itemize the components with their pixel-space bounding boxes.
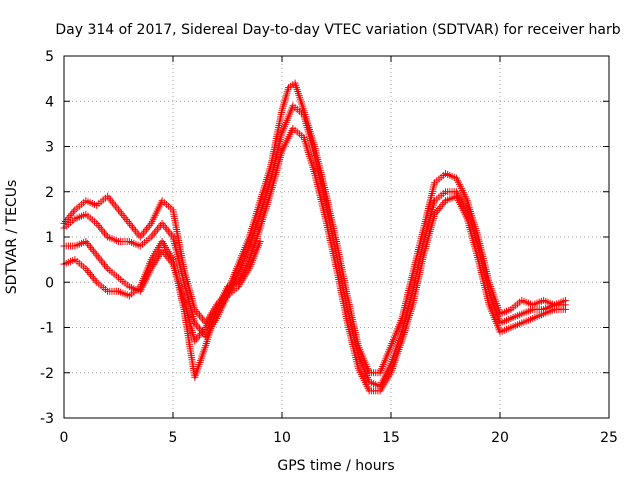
data-point xyxy=(438,201,446,209)
data-point xyxy=(150,229,158,237)
data-point xyxy=(65,214,73,222)
y-tick-label: -2 xyxy=(40,366,54,382)
data-point xyxy=(144,223,152,231)
data-point xyxy=(194,309,202,317)
y-tick-label: -1 xyxy=(40,321,54,337)
data-point xyxy=(108,198,116,206)
y-tick-label: 3 xyxy=(45,140,54,156)
data-point xyxy=(136,233,144,241)
series-satellite-track-2 xyxy=(60,102,569,390)
data-point xyxy=(143,225,151,233)
y-tick-label: 1 xyxy=(45,230,54,246)
data-point xyxy=(105,194,113,202)
data-point xyxy=(141,227,149,235)
data-point xyxy=(161,223,169,231)
data-point xyxy=(96,255,104,263)
data-point xyxy=(561,305,569,313)
data-point xyxy=(125,219,133,227)
data-point xyxy=(122,216,130,224)
data-point xyxy=(100,261,108,269)
y-tick-label: 4 xyxy=(45,94,54,110)
x-tick-label: 10 xyxy=(273,430,291,446)
data-point xyxy=(115,206,122,214)
series-satellite-track-3 xyxy=(60,124,569,395)
y-tick-label: -3 xyxy=(40,411,54,427)
data-point xyxy=(111,202,119,210)
data-point xyxy=(83,239,91,247)
data-point xyxy=(94,221,102,229)
data-point xyxy=(90,247,98,255)
data-point xyxy=(91,276,99,284)
data-point xyxy=(69,208,77,216)
series-satellite-track-4 xyxy=(60,238,264,381)
data-point xyxy=(90,274,98,282)
data-point xyxy=(83,267,91,275)
data-point xyxy=(152,227,160,235)
tick-layer: 0 5 10 15 20 25 -3 -2 -1 0 1 2 3 4 5 xyxy=(40,49,618,446)
data-point xyxy=(133,229,141,237)
x-axis-label: GPS time / hours xyxy=(277,458,394,474)
data-point xyxy=(256,238,264,246)
data-point xyxy=(121,214,129,222)
series-satellite-track-1 xyxy=(60,79,569,377)
data-point xyxy=(437,203,445,211)
data-point xyxy=(197,313,205,321)
y-axis-label: SDTVAR / TECUs xyxy=(4,180,20,295)
data-point xyxy=(99,227,107,235)
x-tick-label: 0 xyxy=(60,430,69,446)
data-point xyxy=(195,311,203,319)
data-point xyxy=(91,249,99,257)
data-point xyxy=(68,210,76,218)
data-point xyxy=(127,221,135,229)
data-point xyxy=(166,229,174,237)
y-tick-label: 2 xyxy=(45,185,54,201)
data-point xyxy=(160,221,168,229)
data-point xyxy=(434,206,442,214)
data-point xyxy=(435,205,443,213)
data-point xyxy=(149,231,157,239)
data-point xyxy=(94,253,102,261)
data-point xyxy=(164,227,172,235)
data-point xyxy=(97,257,105,265)
data-point xyxy=(99,259,107,267)
data-point xyxy=(158,219,166,227)
data-point xyxy=(130,225,138,233)
data-point xyxy=(63,216,71,224)
data-point xyxy=(110,200,118,208)
data-point xyxy=(194,323,202,331)
data-point xyxy=(118,210,126,218)
data-point xyxy=(97,225,105,233)
data-point xyxy=(153,225,161,233)
data-point xyxy=(139,229,147,237)
y-tick-label: 5 xyxy=(45,49,54,65)
data-point xyxy=(88,245,96,253)
x-tick-label: 5 xyxy=(169,430,178,446)
data-point xyxy=(86,243,94,251)
x-tick-label: 20 xyxy=(491,430,509,446)
data-point xyxy=(138,231,146,239)
data-point xyxy=(155,223,163,231)
series-layer xyxy=(60,79,569,395)
chart-title: Day 314 of 2017, Sidereal Day-to-day VTE… xyxy=(55,22,620,38)
x-tick-label: 25 xyxy=(600,430,618,446)
data-point xyxy=(124,217,132,225)
data-point xyxy=(102,263,110,271)
data-point xyxy=(96,223,104,231)
data-point xyxy=(100,229,108,237)
data-point xyxy=(119,212,127,220)
x-tick-label: 15 xyxy=(382,430,400,446)
data-point xyxy=(93,251,101,259)
data-point xyxy=(129,223,137,231)
data-point xyxy=(86,270,94,278)
data-point xyxy=(85,269,93,277)
data-point xyxy=(85,241,93,249)
data-point xyxy=(116,208,124,216)
data-point xyxy=(132,227,140,235)
y-tick-label: 0 xyxy=(45,275,54,291)
data-point xyxy=(113,204,121,212)
data-point xyxy=(88,272,96,280)
data-point xyxy=(163,225,171,233)
